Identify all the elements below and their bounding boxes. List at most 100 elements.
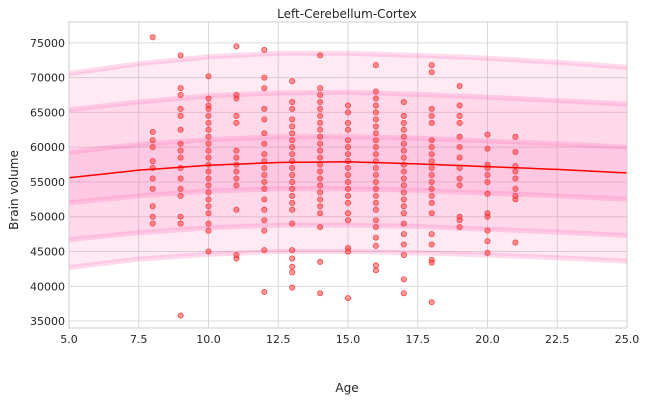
data-point	[428, 62, 435, 69]
data-point	[261, 185, 268, 192]
data-point	[233, 95, 240, 102]
data-point	[149, 185, 156, 192]
data-point	[372, 234, 379, 241]
data-point	[289, 269, 296, 276]
data-point	[289, 105, 296, 112]
centile-edge-outer-upper	[68, 50, 628, 76]
data-point	[289, 178, 296, 185]
data-point	[205, 248, 212, 255]
data-point	[261, 196, 268, 203]
data-point	[149, 175, 156, 182]
data-point	[177, 220, 184, 227]
data-point	[344, 185, 351, 192]
data-point	[149, 34, 156, 41]
data-point	[400, 140, 407, 147]
data-point	[317, 119, 324, 126]
data-point	[177, 52, 184, 59]
data-point	[261, 130, 268, 137]
data-point	[205, 220, 212, 227]
data-point	[289, 185, 296, 192]
data-point	[233, 206, 240, 213]
data-point	[149, 128, 156, 135]
data-point	[261, 247, 268, 254]
data-point	[261, 85, 268, 92]
data-point	[177, 140, 184, 147]
data-point	[428, 199, 435, 206]
data-point	[372, 262, 379, 269]
data-point	[233, 112, 240, 119]
data-point	[372, 165, 379, 172]
data-point	[428, 171, 435, 178]
data-point	[177, 154, 184, 161]
data-point	[344, 126, 351, 133]
data-point	[428, 299, 435, 306]
data-point	[317, 258, 324, 265]
data-point	[428, 158, 435, 165]
data-point	[177, 92, 184, 99]
data-point	[149, 213, 156, 220]
data-point	[400, 147, 407, 154]
data-point	[400, 168, 407, 175]
data-point	[317, 85, 324, 92]
data-point	[344, 102, 351, 109]
data-point	[344, 217, 351, 224]
data-point	[400, 231, 407, 238]
data-point	[372, 102, 379, 109]
data-point	[205, 227, 212, 234]
data-point	[205, 203, 212, 210]
data-point	[400, 276, 407, 283]
data-point	[372, 192, 379, 199]
x-tick-label: 22.5	[545, 333, 570, 346]
y-axis-label: Brain volume	[7, 150, 21, 230]
data-point	[456, 119, 463, 126]
data-point	[512, 185, 519, 192]
x-tick-label: 5.0	[60, 333, 78, 346]
y-tick-label: 60000	[30, 141, 65, 154]
data-point	[261, 217, 268, 224]
data-point	[289, 255, 296, 262]
y-tick-label: 75000	[30, 37, 65, 50]
data-point	[400, 98, 407, 105]
data-point	[372, 267, 379, 274]
data-point	[317, 182, 324, 189]
data-point	[372, 116, 379, 123]
data-point	[205, 175, 212, 182]
data-point	[400, 154, 407, 161]
data-point	[372, 206, 379, 213]
data-point	[177, 105, 184, 112]
data-point	[205, 147, 212, 154]
mean-curve-group	[68, 161, 628, 179]
data-point	[372, 137, 379, 144]
data-point	[261, 171, 268, 178]
data-point	[289, 192, 296, 199]
data-point	[512, 196, 519, 203]
data-point	[261, 105, 268, 112]
data-point	[512, 168, 519, 175]
data-point	[344, 109, 351, 116]
data-point	[317, 92, 324, 99]
data-point	[317, 175, 324, 182]
data-point	[484, 171, 491, 178]
data-point	[261, 151, 268, 158]
data-point	[428, 112, 435, 119]
data-point	[289, 137, 296, 144]
data-point	[400, 175, 407, 182]
data-point	[456, 182, 463, 189]
data-point	[484, 238, 491, 245]
data-point	[512, 133, 519, 140]
data-point	[512, 149, 519, 156]
data-point	[261, 178, 268, 185]
data-point	[261, 165, 268, 172]
data-point	[177, 175, 184, 182]
data-point	[289, 199, 296, 206]
data-point	[177, 112, 184, 119]
data-point	[317, 140, 324, 147]
data-point	[289, 123, 296, 130]
data-point	[317, 133, 324, 140]
data-point	[317, 98, 324, 105]
x-tick-label: 25.0	[615, 333, 640, 346]
data-point	[428, 178, 435, 185]
data-point	[456, 102, 463, 109]
x-axis-label: Age	[335, 381, 358, 395]
